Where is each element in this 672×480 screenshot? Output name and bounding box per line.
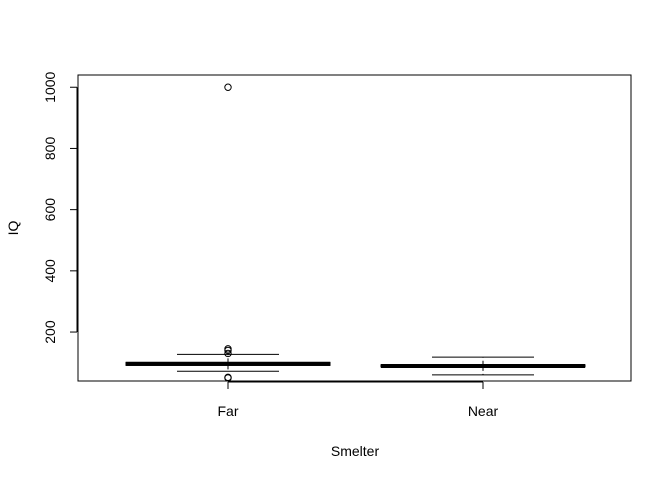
box-near xyxy=(380,356,586,376)
outlier-point xyxy=(224,373,232,382)
y-tick-label: 600 xyxy=(42,198,58,222)
outlier-point xyxy=(224,345,232,353)
x-axis-title: Smelter xyxy=(331,443,380,459)
outlier-point xyxy=(224,83,232,91)
y-tick-label: 200 xyxy=(42,320,58,344)
y-tick-label: 400 xyxy=(42,259,58,283)
box-far xyxy=(125,83,331,382)
y-tick-label: 800 xyxy=(42,137,58,161)
y-axis-title: IQ xyxy=(5,221,21,236)
box-series xyxy=(125,83,586,382)
outlier-point xyxy=(224,349,232,358)
y-tick-label: 1000 xyxy=(42,71,58,102)
plot-frame xyxy=(77,74,632,382)
x-axis: Far Near xyxy=(218,381,499,419)
x-tick-label: Far xyxy=(218,403,239,419)
y-axis: 200 400 600 800 1000 xyxy=(42,71,78,344)
x-tick-label: Near xyxy=(468,403,499,419)
